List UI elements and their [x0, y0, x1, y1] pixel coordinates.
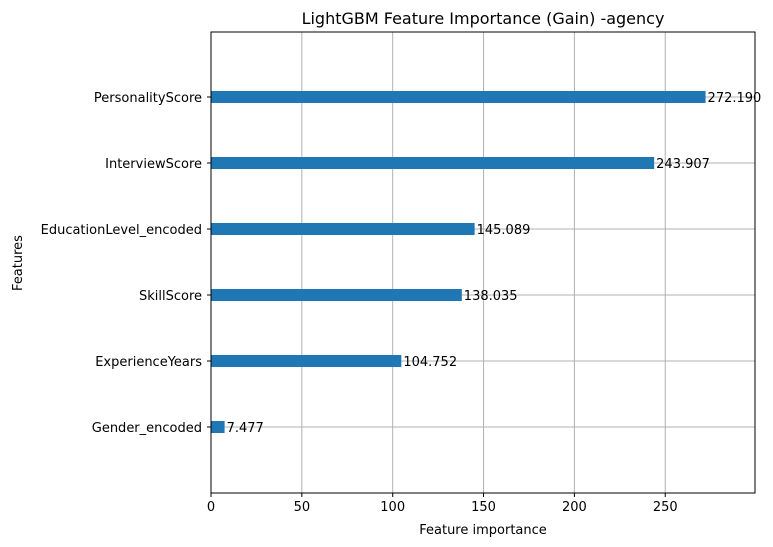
- bar-value-label: 272.190: [708, 91, 762, 106]
- y-tick-label: PersonalityScore: [94, 91, 202, 106]
- data-labels: 272.190 243.907 145.089 138.035 104.752 7.477: [227, 91, 762, 436]
- chart-title: LightGBM Feature Importance (Gain) -agen…: [302, 9, 665, 28]
- x-tick-label: 100: [380, 500, 405, 515]
- y-tick-label: EducationLevel_encoded: [41, 223, 202, 238]
- x-tick-label: 200: [562, 500, 587, 515]
- y-axis-ticks: PersonalityScore InterviewScore EducationL…: [41, 91, 211, 436]
- x-tick-label: 50: [294, 500, 311, 515]
- bar: [211, 289, 462, 301]
- bar-value-label: 104.752: [403, 355, 457, 370]
- y-tick-label: SkillScore: [139, 289, 202, 304]
- bar-value-label: 145.089: [477, 223, 531, 238]
- x-tick-label: 0: [207, 500, 215, 515]
- y-tick-label: InterviewScore: [105, 157, 202, 172]
- bar-value-label: 7.477: [227, 421, 264, 436]
- y-axis-label: Features: [11, 235, 26, 291]
- bar: [211, 157, 655, 169]
- x-tick-label: 150: [471, 500, 496, 515]
- bar: [211, 355, 402, 367]
- x-axis-ticks: 0 50 100 150 200 250: [207, 493, 678, 515]
- bar: [211, 421, 225, 433]
- plot-frame: [210, 31, 756, 494]
- bars: [211, 91, 706, 433]
- x-tick-label: 250: [653, 500, 678, 515]
- bar-value-label: 243.907: [656, 157, 710, 172]
- bar: [211, 91, 706, 103]
- bar: [211, 223, 475, 235]
- y-tick-label: ExperienceYears: [95, 355, 202, 370]
- bar-value-label: 138.035: [464, 289, 518, 304]
- x-axis-label: Feature importance: [419, 523, 547, 538]
- y-tick-label: Gender_encoded: [92, 421, 202, 436]
